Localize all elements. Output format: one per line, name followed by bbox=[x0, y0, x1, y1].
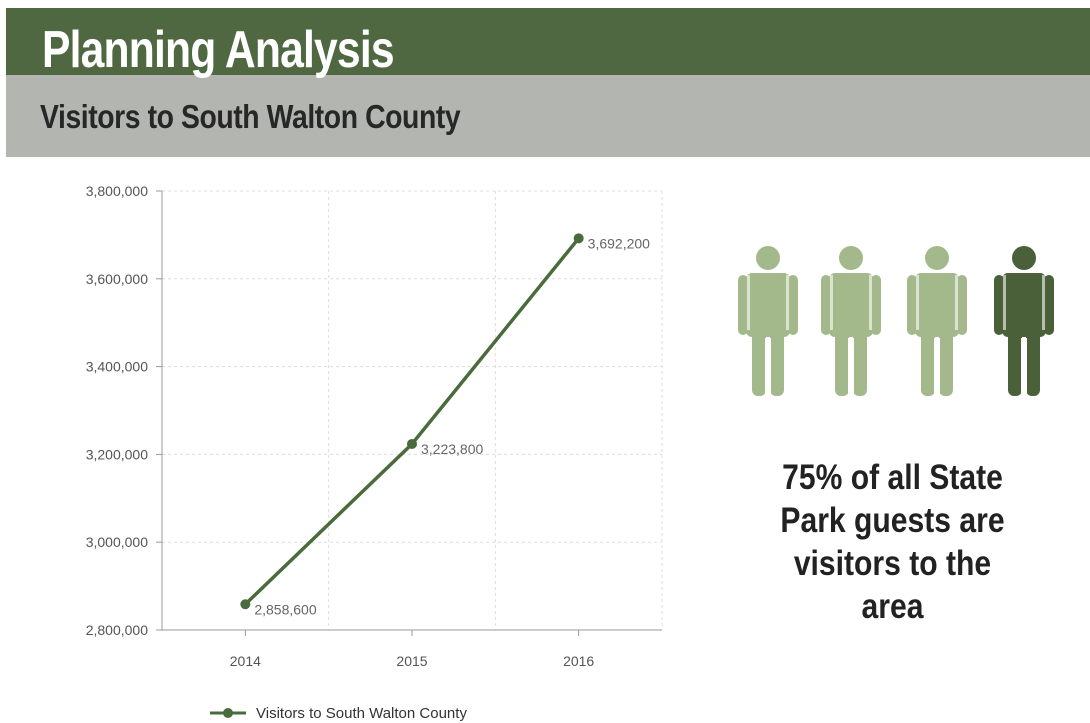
data-label: 3,692,200 bbox=[588, 235, 650, 251]
x-tick-label: 2014 bbox=[230, 653, 261, 669]
x-tick-label: 2015 bbox=[396, 653, 427, 669]
person-icon bbox=[821, 246, 881, 396]
visitor-figures bbox=[730, 240, 1070, 405]
y-tick-label: 3,000,000 bbox=[86, 534, 148, 550]
axes bbox=[161, 191, 662, 631]
y-tick-label: 3,200,000 bbox=[86, 446, 148, 462]
data-point bbox=[407, 438, 417, 449]
stat-line-3: visitors to the area bbox=[793, 544, 992, 626]
y-tick-label: 3,800,000 bbox=[86, 183, 148, 199]
legend-label: Visitors to South Walton County bbox=[256, 705, 467, 722]
person-icon bbox=[907, 246, 967, 396]
y-tick-label: 2,800,000 bbox=[86, 622, 148, 638]
grid bbox=[162, 190, 663, 630]
data-point bbox=[240, 599, 251, 610]
x-tick-label: 2016 bbox=[563, 653, 594, 669]
page-subtitle: Visitors to South Walton County bbox=[40, 98, 461, 135]
y-tick-label: 3,400,000 bbox=[86, 359, 148, 375]
line-chart: 2,800,000 3,000,000 3,200,000 3,400,000 3,60… bbox=[86, 183, 663, 722]
subtitle-band bbox=[6, 75, 1090, 157]
y-tick-label: 3,600,000 bbox=[86, 271, 148, 287]
series-line bbox=[244, 237, 581, 606]
y-tick-labels: 2,800,000 3,000,000 3,200,000 3,400,000 3,60… bbox=[86, 183, 162, 638]
legend: Visitors to South Walton County bbox=[210, 705, 467, 722]
data-label: 3,223,800 bbox=[421, 441, 483, 457]
stat-text: 75% of all State Park guests are visitor… bbox=[761, 456, 1023, 628]
title-band bbox=[6, 8, 1090, 75]
data-labels: 2,858,600 3,223,800 3,692,200 bbox=[254, 235, 650, 617]
x-tick-labels: 2014 2015 2016 bbox=[230, 630, 594, 669]
series-visitors bbox=[240, 233, 584, 610]
stat-line-1: 75% of all State bbox=[782, 458, 1003, 497]
data-label: 2,858,600 bbox=[254, 601, 316, 617]
legend-marker bbox=[223, 708, 233, 718]
person-icon bbox=[738, 246, 798, 396]
data-point bbox=[573, 233, 584, 244]
page-title: Planning Analysis bbox=[42, 21, 395, 79]
stat-line-2: Park guests are bbox=[780, 501, 1005, 540]
person-icon bbox=[994, 246, 1054, 396]
